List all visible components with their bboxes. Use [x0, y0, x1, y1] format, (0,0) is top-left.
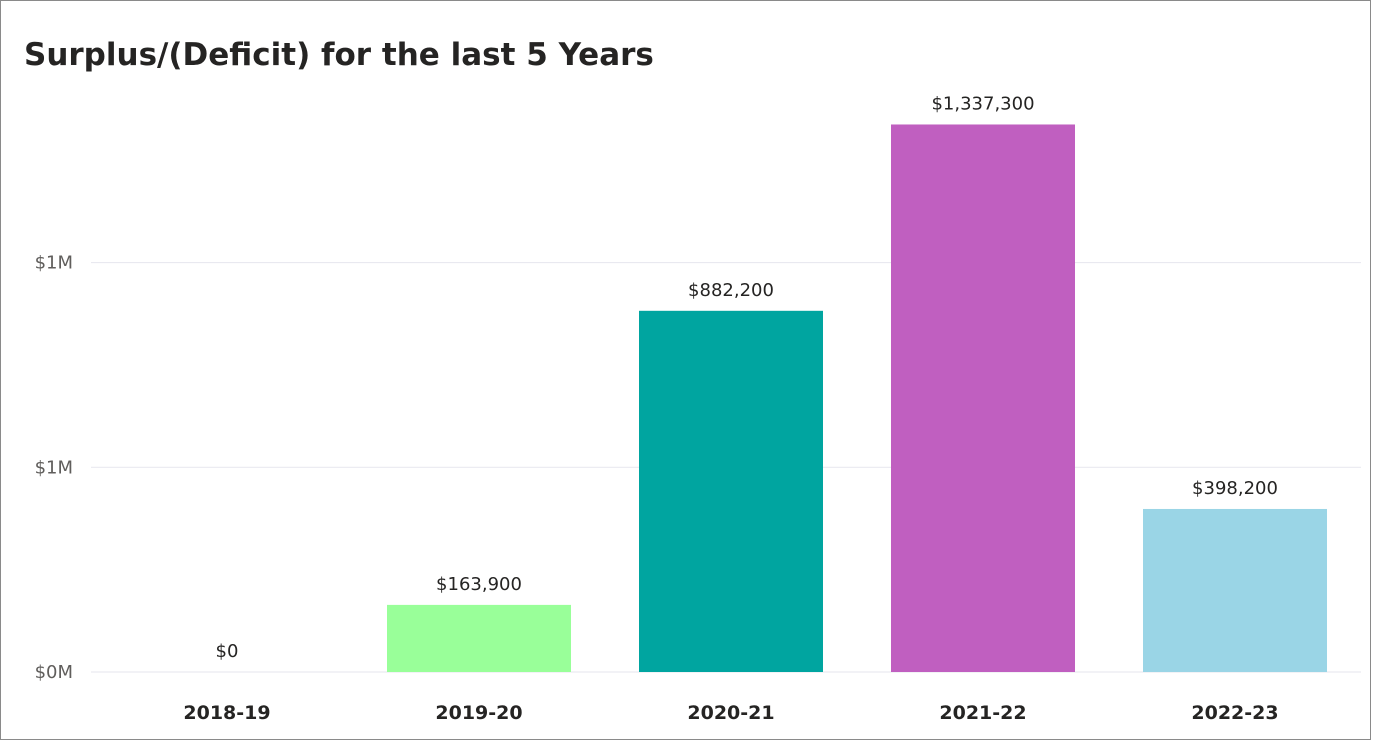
bar-2020-21[interactable] [639, 310, 823, 672]
bar-2021-22[interactable] [891, 124, 1075, 673]
y-tick-label: $0M [35, 662, 73, 683]
data-label-2020-21: $882,200 [688, 280, 774, 301]
y-tick-label: $1M [35, 253, 73, 274]
bar-2019-20[interactable] [387, 604, 571, 672]
y-tick-label: $1M [35, 457, 73, 478]
x-tick-label: 2021-22 [939, 702, 1026, 724]
y-axis: $0M $1M $1M [35, 253, 73, 683]
data-label-2022-23: $398,200 [1192, 478, 1278, 499]
x-tick-label: 2018-19 [183, 702, 270, 724]
data-label-2021-22: $1,337,300 [931, 93, 1034, 114]
x-tick-label: 2019-20 [435, 702, 522, 724]
bars [387, 124, 1327, 673]
x-tick-label: 2022-23 [1191, 702, 1278, 724]
data-label-2018-19: $0 [216, 641, 239, 662]
data-label-2019-20: $163,900 [436, 574, 522, 595]
data-labels: $0 $163,900 $882,200 $1,337,300 $398,200 [216, 93, 1278, 662]
bar-2022-23[interactable] [1143, 508, 1327, 672]
x-tick-label: 2020-21 [687, 702, 774, 724]
chart-title: Surplus/(Deficit) for the last 5 Years [24, 37, 654, 73]
x-axis: 2018-19 2019-20 2020-21 2021-22 2022-23 [183, 702, 1278, 724]
